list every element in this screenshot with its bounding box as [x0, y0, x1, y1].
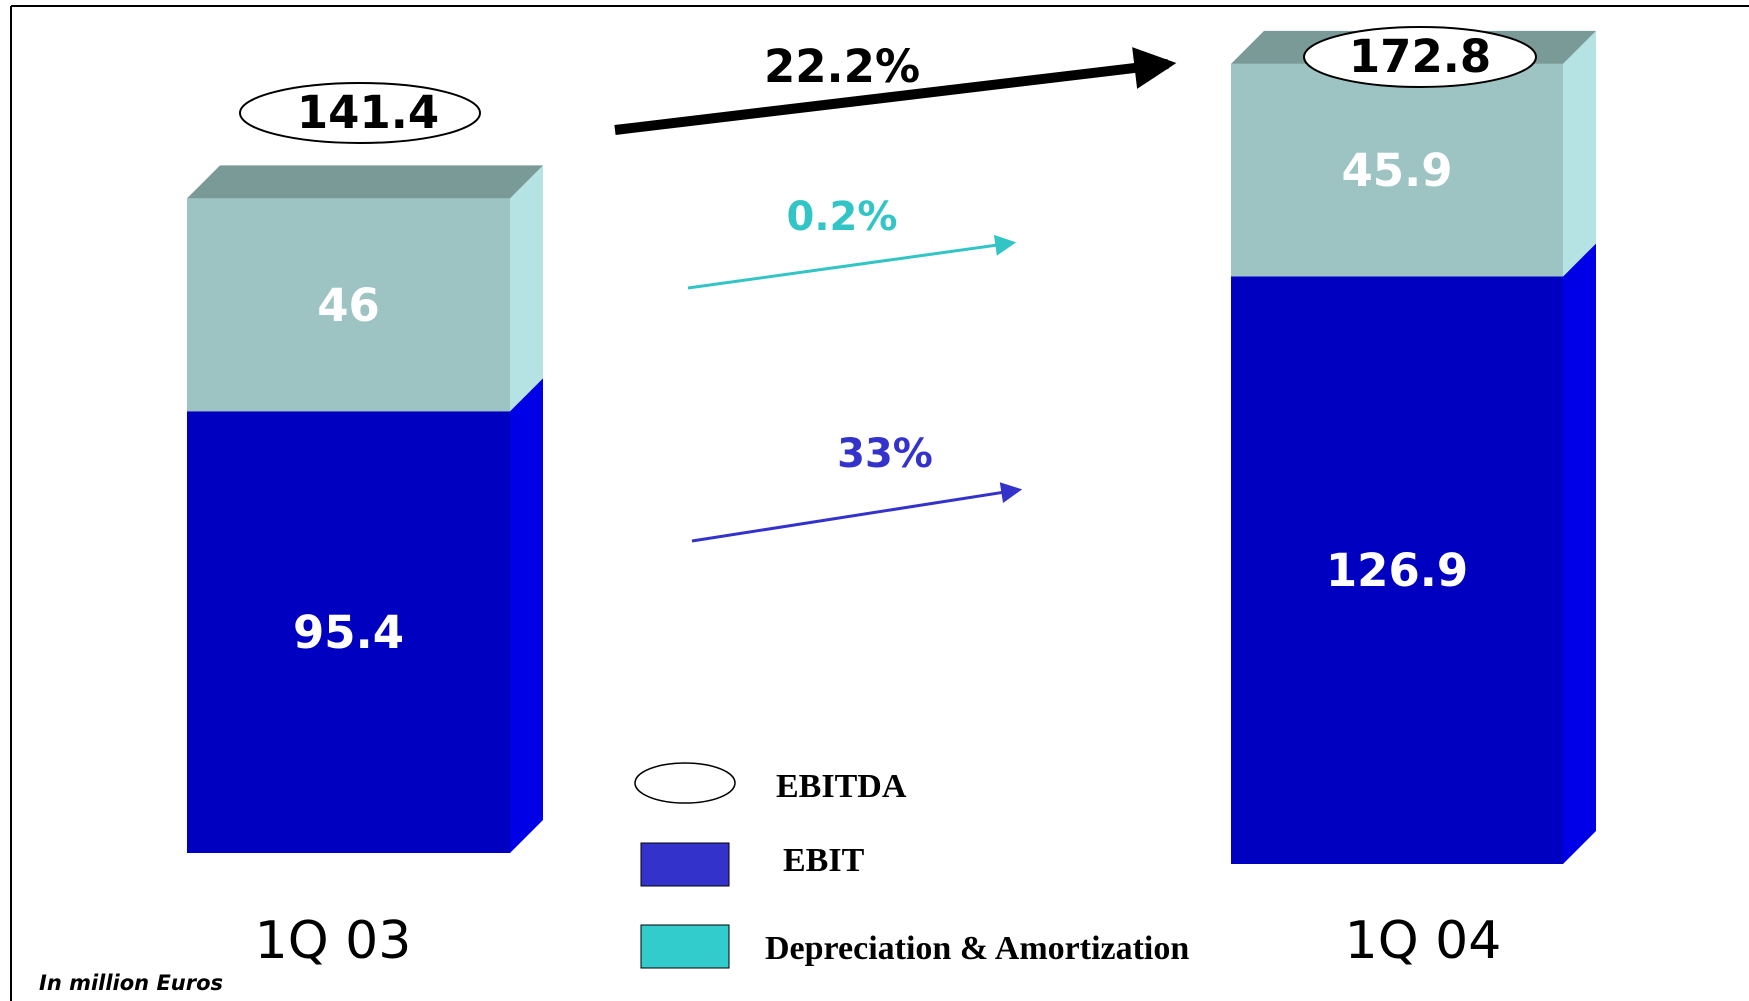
bar-segment-side — [510, 378, 543, 853]
bar-segment-front — [1231, 276, 1563, 864]
legend-item-depreciation: Depreciation & Amortization — [640, 924, 1189, 969]
bar-segment-side — [1563, 243, 1596, 864]
bar-top-face — [187, 165, 543, 199]
da-growth-arrow — [687, 234, 1017, 290]
bar-value-label: 95.4 — [293, 606, 404, 659]
bar-segment-front — [1231, 63, 1563, 277]
ebitda-value-label: 141.4 — [297, 86, 439, 139]
ebit-growth: 33% — [691, 431, 1023, 543]
da-growth-label: 0.2% — [787, 194, 898, 240]
bar-value-label: 46 — [317, 279, 380, 332]
bar-value-label: 126.9 — [1326, 544, 1468, 597]
legend-label: EBIT — [783, 842, 865, 879]
legend-label: Depreciation & Amortization — [765, 930, 1189, 967]
legend-swatch-ebit — [640, 842, 730, 887]
legend: EBITDA EBIT Depreciation & Amortization — [634, 762, 1189, 969]
ebit-growth-arrow — [691, 482, 1023, 543]
bar-segment-side — [510, 165, 543, 412]
da-growth: 0.2% — [687, 194, 1017, 290]
ebitda-ellipse — [239, 82, 481, 144]
legend-label: EBITDA — [776, 768, 907, 805]
bar-segment-side — [1563, 30, 1596, 277]
ebitda-ellipse — [1303, 26, 1537, 88]
bar-segment-front — [187, 411, 510, 853]
legend-item-ebitda: EBITDA — [634, 762, 907, 805]
category-label-1q03: 1Q 03 — [255, 911, 412, 971]
bars-layer: 95.4 46 126.9 45.9 — [187, 30, 1596, 864]
bar-value-label: 45.9 — [1341, 144, 1452, 197]
ebitda-growth: 22.2% — [614, 40, 1177, 135]
legend-item-ebit: EBIT — [640, 842, 865, 887]
bar-segment-front — [187, 198, 510, 412]
ebit-growth-label: 33% — [837, 431, 933, 477]
ebitda-total-1q03: 141.4 — [239, 82, 481, 144]
category-label-1q04: 1Q 04 — [1345, 911, 1502, 971]
ebitda-value-label: 172.8 — [1349, 30, 1491, 83]
footnote: In million Euros — [39, 971, 223, 995]
legend-ellipse-marker — [634, 762, 736, 804]
ebitda-growth-arrow — [614, 47, 1177, 135]
ebitda-total-1q04: 172.8 — [1303, 26, 1537, 88]
legend-swatch-depreciation — [640, 924, 730, 969]
ebitda-growth-label: 22.2% — [764, 40, 920, 93]
